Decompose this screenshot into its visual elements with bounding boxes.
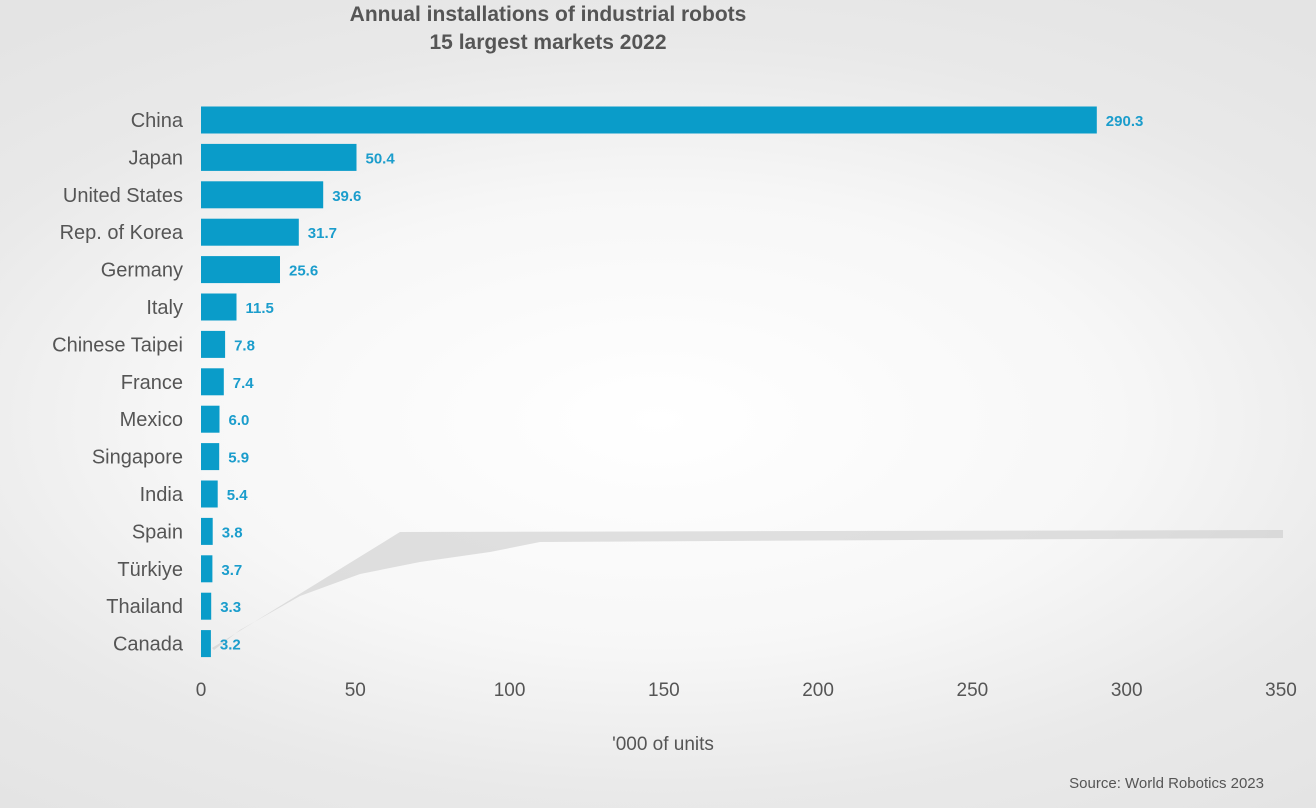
bar xyxy=(201,256,280,284)
bar xyxy=(201,293,237,321)
data-label: 3.8 xyxy=(222,524,243,541)
data-label: 6.0 xyxy=(229,412,250,429)
category-labels: China Japan United States Rep. of Korea Germ… xyxy=(52,110,184,656)
data-label: 3.2 xyxy=(220,637,241,654)
shadow-band xyxy=(212,530,1283,650)
x-tick-label: 350 xyxy=(1265,680,1297,701)
category-label: Singapore xyxy=(92,447,183,469)
chart-subtitle: 15 largest markets 2022 xyxy=(429,31,667,54)
data-label: 7.8 xyxy=(234,337,255,354)
x-tick-label: 50 xyxy=(345,680,366,701)
bar xyxy=(201,555,213,583)
data-label: 31.7 xyxy=(308,225,337,242)
value-labels: 290.3 50.4 39.6 31.7 25.6 11.5 7.8 7.4 6.0 5.9 5.4… xyxy=(220,113,1143,654)
category-label: India xyxy=(140,484,184,506)
data-label: 7.4 xyxy=(233,375,255,392)
data-label: 50.4 xyxy=(366,150,396,167)
category-label: Rep. of Korea xyxy=(60,222,184,244)
x-tick-label: 100 xyxy=(494,680,526,701)
x-axis-label: '000 of units xyxy=(612,734,714,755)
bar xyxy=(201,443,220,471)
data-label: 39.6 xyxy=(332,188,361,205)
data-label: 290.3 xyxy=(1106,113,1144,130)
category-label: Italy xyxy=(146,297,183,319)
source-note: Source: World Robotics 2023 xyxy=(1069,775,1264,792)
bar xyxy=(201,330,226,358)
x-axis-ticks: 0 50 100 150 200 250 300 350 xyxy=(196,680,1297,701)
x-tick-label: 0 xyxy=(196,680,207,701)
bars-group xyxy=(201,106,1097,658)
category-label: Germany xyxy=(101,260,183,282)
bar xyxy=(201,480,218,508)
bar xyxy=(201,143,357,171)
category-label: Chinese Taipei xyxy=(52,334,183,356)
category-label: France xyxy=(121,372,183,394)
bar xyxy=(201,181,324,209)
bar xyxy=(201,630,211,658)
x-tick-label: 200 xyxy=(802,680,834,701)
category-label: Japan xyxy=(129,147,184,169)
category-label: Spain xyxy=(132,521,183,543)
x-tick-label: 250 xyxy=(957,680,989,701)
data-label: 3.3 xyxy=(220,599,241,616)
x-tick-label: 150 xyxy=(648,680,680,701)
category-label: Türkiye xyxy=(117,559,183,581)
bar xyxy=(201,405,220,433)
chart-title: Annual installations of industrial robot… xyxy=(349,3,747,26)
data-label: 25.6 xyxy=(289,263,318,280)
category-label: Thailand xyxy=(106,596,183,618)
bar xyxy=(201,592,212,620)
bar xyxy=(201,517,213,545)
data-label: 5.4 xyxy=(227,487,249,504)
bar xyxy=(201,368,224,396)
data-label: 5.9 xyxy=(228,450,249,467)
background-shadow xyxy=(212,530,1283,650)
bar xyxy=(201,106,1097,134)
category-label: Mexico xyxy=(120,409,183,431)
category-label: China xyxy=(131,110,184,132)
bar xyxy=(201,218,299,246)
data-label: 11.5 xyxy=(246,300,274,317)
data-label: 3.7 xyxy=(221,562,242,579)
category-label: Canada xyxy=(113,634,184,656)
x-tick-label: 300 xyxy=(1111,680,1143,701)
category-label: United States xyxy=(63,185,183,207)
